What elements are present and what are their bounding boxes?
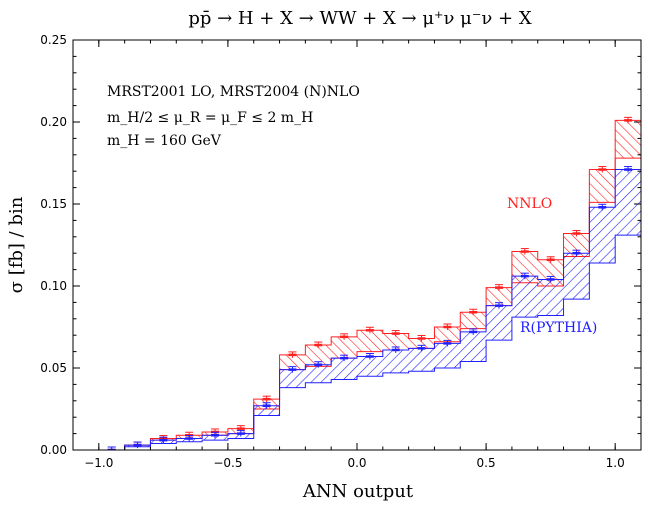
- y-tick-label: 0.10: [40, 279, 67, 293]
- series-high-edge: [98, 169, 641, 450]
- band-bin: [615, 169, 641, 236]
- y-tick-label: 0.20: [40, 115, 67, 129]
- band-bin: [434, 343, 461, 368]
- band-bin: [460, 331, 487, 362]
- x-tick-label: 1.0: [606, 456, 625, 470]
- annotation-scale: m_H/2 ≤ μ_R = μ_F ≤ 2 m_H: [107, 110, 313, 126]
- x-tick-label: −0.5: [213, 456, 242, 470]
- band-bin: [408, 338, 435, 349]
- axis-ticks: −1.0 −0.5 0.0 0.5 1.0 0.00 0.05 0.10 0.15 0.20 0.2…: [40, 33, 642, 470]
- band-bin: [537, 279, 564, 316]
- band-bin: [357, 356, 383, 377]
- y-tick-label: 0.00: [40, 443, 67, 457]
- band-bin: [511, 276, 538, 318]
- band-bin: [382, 333, 409, 350]
- band-bin: [408, 348, 435, 372]
- band-bin: [305, 345, 332, 367]
- y-tick-label: 0.15: [40, 197, 67, 211]
- series-label-pythia: R(PYTHIA): [520, 320, 597, 336]
- band-bin: [486, 305, 512, 341]
- y-tick-label: 0.25: [40, 33, 67, 47]
- band-bin: [253, 405, 280, 416]
- x-tick-label: 0.0: [347, 456, 366, 470]
- band-bin: [615, 120, 641, 159]
- band-bin: [563, 253, 590, 300]
- plot-frame: [72, 39, 642, 451]
- band-bin: [331, 336, 357, 359]
- band-bin: [563, 233, 590, 257]
- band-bin: [305, 364, 332, 383]
- series-low-edge: [98, 234, 641, 450]
- series-label-nnlo: NNLO: [507, 196, 552, 212]
- band-bin: [460, 312, 487, 329]
- series-pythia: [98, 166, 641, 450]
- band-bin: [589, 207, 616, 264]
- x-axis-label: ANN output: [302, 481, 414, 502]
- annotation-pdf: MRST2001 LO, MRST2004 (N)NLO: [107, 84, 360, 100]
- y-axis-label: σ [fb] / bin: [6, 196, 27, 293]
- band-bin: [589, 169, 616, 203]
- x-tick-label: 0.5: [477, 456, 496, 470]
- band-bin: [382, 349, 409, 373]
- band-bin: [279, 354, 306, 370]
- annotation-higgs-mass: m_H = 160 GeV: [107, 133, 222, 149]
- band-bin: [279, 369, 306, 388]
- band-bin: [331, 358, 357, 380]
- x-tick-label: −1.0: [84, 456, 113, 470]
- y-tick-label: 0.05: [40, 361, 67, 375]
- chart-title: pp̄ → H + X → WW + X → μ⁺ν μ⁻ν + X: [188, 8, 532, 29]
- band-bin: [357, 330, 383, 352]
- band-bin: [434, 327, 461, 342]
- band-bin: [486, 287, 512, 306]
- plot-area: [98, 116, 641, 450]
